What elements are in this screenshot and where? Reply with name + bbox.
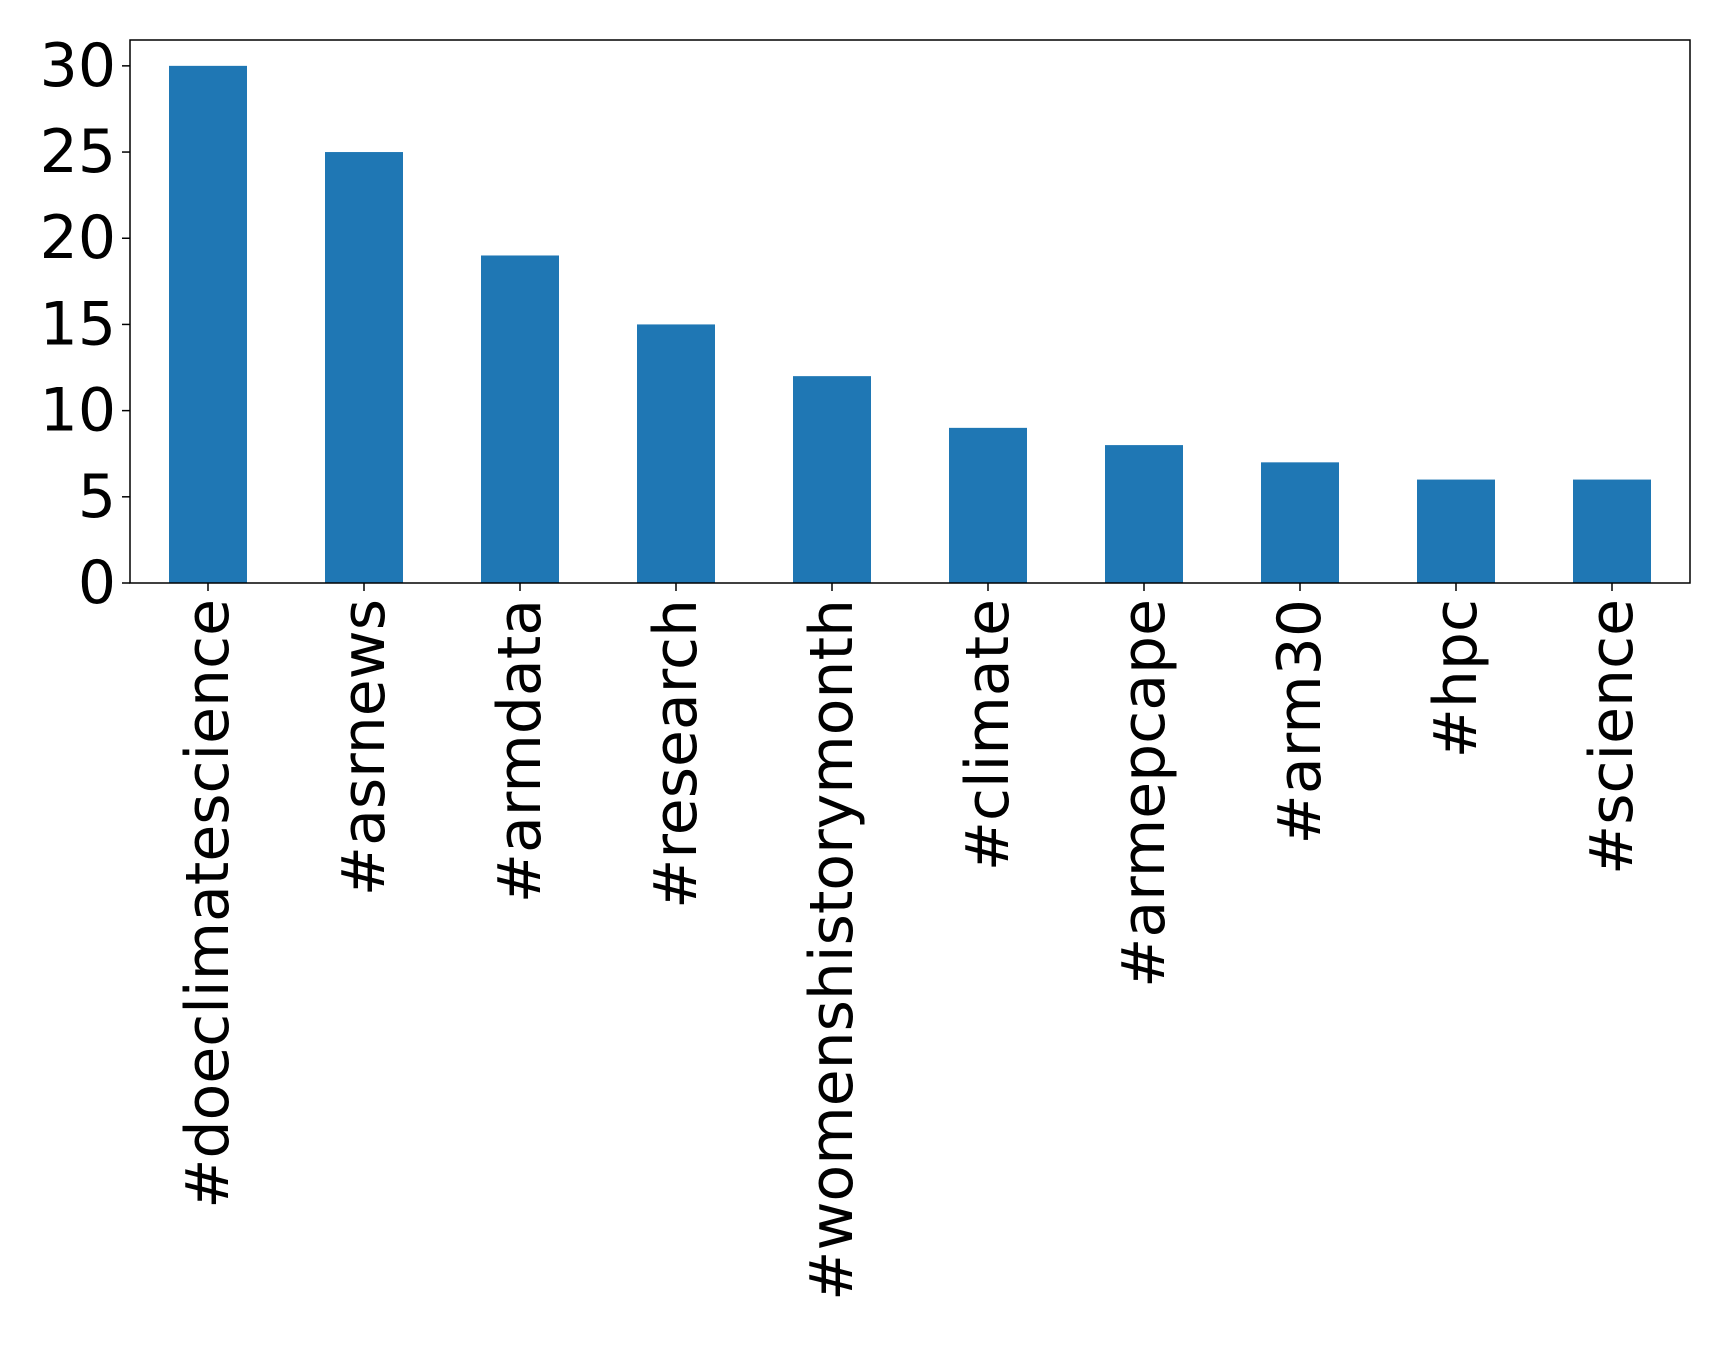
x-tick-label: #asrnews (329, 599, 399, 896)
x-tick-label: #research (641, 599, 711, 909)
y-tick-label: 20 (40, 203, 116, 273)
x-tick-label: #science (1577, 599, 1647, 875)
y-tick-label: 25 (40, 117, 116, 187)
y-tick-label: 0 (78, 548, 116, 618)
x-tick-label: #climate (953, 599, 1023, 871)
bar-asrnews (325, 152, 403, 584)
x-tick-label: #hpc (1421, 599, 1491, 758)
bar-science (1573, 479, 1651, 583)
bar-womenshistorymonth (793, 376, 871, 583)
x-tick-label: #armdata (485, 599, 555, 903)
y-tick-label: 5 (78, 462, 116, 532)
y-tick-label: 15 (40, 289, 116, 359)
bar-armepcape (1105, 445, 1183, 583)
x-tick-label: #armepcape (1109, 599, 1179, 988)
y-tick-label: 30 (40, 31, 116, 101)
y-tick-label: 10 (40, 376, 116, 446)
x-tick-label: #arm30 (1265, 599, 1335, 844)
bar-climate (949, 427, 1027, 583)
plot-frame (129, 39, 1691, 584)
y-axis: 0 5 10 15 20 25 30 (40, 31, 130, 618)
bar-arm30 (1261, 462, 1339, 583)
x-tick-label: #womenshistorymonth (797, 599, 867, 1301)
bar-doeclimatescience (169, 65, 247, 584)
x-axis: #doeclimatescience #asrnews #armdata #resea… (173, 583, 1647, 1301)
bar-armdata (481, 255, 559, 583)
bar-hpc (1417, 479, 1495, 583)
x-tick-label: #doeclimatescience (173, 599, 243, 1209)
bar-research (637, 324, 715, 583)
bars-layer (169, 65, 1651, 584)
